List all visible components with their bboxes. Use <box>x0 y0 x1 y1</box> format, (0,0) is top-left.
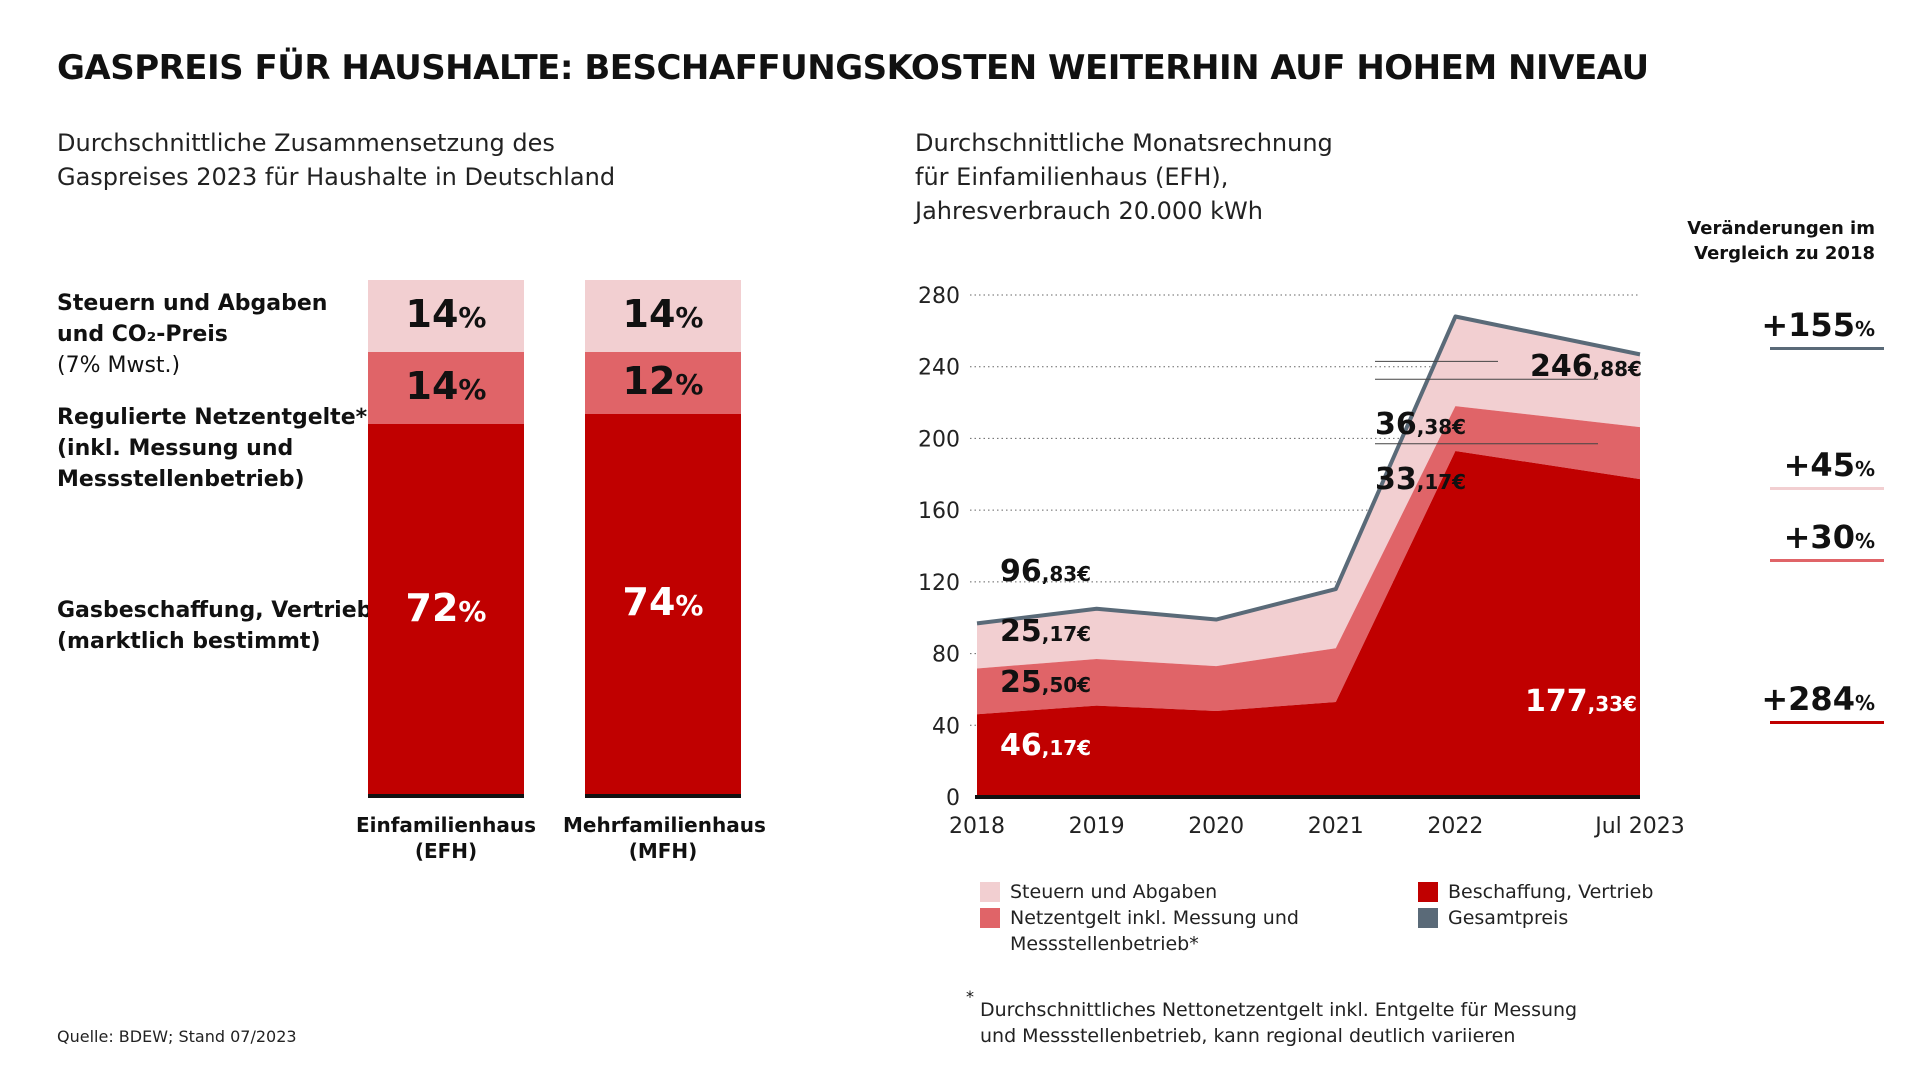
change-taxes: +45% <box>1783 446 1875 484</box>
x-axis-ticks: 2018 2019 2020 2021 2022 Jul 2023 <box>949 814 1685 839</box>
x-tick-label: 2018 <box>949 814 1005 839</box>
procure-label-line1: Gasbeschaffung, Vertrieb <box>57 598 373 623</box>
grid-label: Regulierte Netzentgelte* (inkl. Messung … <box>57 402 367 495</box>
change-grid: +30% <box>1783 518 1875 556</box>
value-annotation: 96,83€ <box>1000 554 1091 589</box>
stacked-bar-mfh: 14% 12% 74% <box>585 280 741 798</box>
y-tick-label: 120 <box>918 571 960 596</box>
legend-label-total: Gesamtpreis <box>1448 907 1569 929</box>
change-procure: +284% <box>1761 680 1875 718</box>
value-annotation: 25,50€ <box>1000 665 1091 700</box>
bar-label-efh-line2: (EFH) <box>414 839 478 863</box>
left-subtitle-line2: Gaspreises 2023 für Haushalte in Deutsch… <box>57 163 616 191</box>
legend-label-taxes: Steuern und Abgaben <box>1010 881 1218 903</box>
right-subtitle-line2: für Einfamilienhaus (EFH), <box>915 163 1229 191</box>
x-tick-label: 2020 <box>1188 814 1244 839</box>
left-subtitle: Durchschnittliche Zusammensetzung des Ga… <box>57 126 615 194</box>
legend-label-grid-line2: Messstellenbetrieb* <box>1010 933 1199 955</box>
area-procure <box>977 450 1640 797</box>
taxes-label-line2: und CO₂-Preis <box>57 322 228 347</box>
bar-pct-grid: 14% <box>405 364 487 409</box>
page-title: GASPREIS FÜR HAUSHALTE: BESCHAFFUNGSKOST… <box>57 48 1649 88</box>
bar-segment-grid: 14% <box>368 352 524 425</box>
changes-header-line2: Vergleich zu 2018 <box>1694 243 1875 264</box>
bar-baseline <box>368 794 524 798</box>
source-note: Quelle: BDEW; Stand 07/2023 <box>57 1027 297 1046</box>
bar-pct-procure: 72% <box>405 585 487 630</box>
bar-pct-taxes: 14% <box>405 292 487 337</box>
annotation-leaders <box>1375 360 1598 445</box>
footnote-star: * <box>966 987 974 1006</box>
grid-label-line2: (inkl. Messung und <box>57 436 294 461</box>
legend-swatch-taxes <box>980 882 1000 902</box>
right-subtitle-line1: Durchschnittliche Monatsrechnung <box>915 129 1333 157</box>
y-tick-label: 40 <box>932 714 960 739</box>
bar-segment-taxes: 14% <box>368 280 524 353</box>
procure-label-line2: (marktlich bestimmt) <box>57 629 321 654</box>
bar-segment-procure: 72% <box>368 424 524 795</box>
bar-label-mfh-line2: (MFH) <box>628 839 698 863</box>
y-tick-label: 80 <box>932 643 960 668</box>
changes-header-line1: Veränderungen im <box>1687 218 1875 239</box>
bar-segment-grid: 12% <box>585 352 741 414</box>
area-chart: 0 40 80 120 160 200 240 280 2018 2019 2020 2021 202… <box>918 284 1685 839</box>
right-subtitle: Durchschnittliche Monatsrechnung für Ein… <box>915 126 1333 228</box>
legend-label-grid: Netzentgelt inkl. Messung und Messstelle… <box>1010 905 1299 957</box>
bar-pct-grid: 12% <box>622 358 704 403</box>
area-taxes <box>977 316 1640 669</box>
legend-swatch-grid <box>980 908 1000 928</box>
taxes-label: Steuern und Abgaben und CO₂-Preis (7% Mw… <box>57 288 327 381</box>
taxes-label-line1: Steuern und Abgaben <box>57 291 328 316</box>
footnote: Durchschnittliches Nettonetzentgelt inkl… <box>980 997 1577 1049</box>
bar-segment-procure: 74% <box>585 413 741 795</box>
change-procure-underline <box>1770 721 1884 724</box>
bar-label-efh-line1: Einfamilienhaus <box>355 813 537 837</box>
y-tick-label: 240 <box>918 356 960 381</box>
area-series <box>975 314 1641 799</box>
legend-swatch-procure <box>1418 882 1438 902</box>
value-annotation: 25,17€ <box>1000 614 1091 649</box>
value-annotation: 36,38€ <box>1375 407 1466 442</box>
bar-label-mfh: Mehrfamilienhaus (MFH) <box>563 812 766 864</box>
changes-header: Veränderungen im Vergleich zu 2018 <box>1687 216 1875 266</box>
bar-segment-taxes: 14% <box>585 280 741 353</box>
y-tick-label: 200 <box>918 427 960 452</box>
footnote-line2: und Messstellenbetrieb, kann regional de… <box>980 1025 1516 1047</box>
bar-pct-taxes: 14% <box>622 292 704 337</box>
x-tick-label: 2021 <box>1308 814 1364 839</box>
bar-baseline <box>585 794 741 798</box>
change-grid-underline <box>1770 559 1884 562</box>
y-axis-ticks: 0 40 80 120 160 200 240 280 <box>918 284 960 811</box>
grid-label-line1: Regulierte Netzentgelte* <box>57 405 368 430</box>
x-tick-label: 2022 <box>1427 814 1483 839</box>
value-annotation: 246,88€ <box>1530 349 1642 384</box>
value-annotation: 46,17€ <box>1000 728 1091 763</box>
legend-label-grid-line1: Netzentgelt inkl. Messung und <box>1010 907 1299 929</box>
x-tick-label: Jul 2023 <box>1593 814 1685 839</box>
value-annotation: 33,17€ <box>1375 462 1466 497</box>
bar-label-mfh-line1: Mehrfamilienhaus <box>563 813 766 837</box>
procure-label: Gasbeschaffung, Vertrieb (marktlich best… <box>57 595 372 657</box>
change-total-underline <box>1770 347 1884 350</box>
line-total <box>976 314 1641 626</box>
x-tick-label: 2019 <box>1069 814 1125 839</box>
y-tick-label: 160 <box>918 499 960 524</box>
grid-label-line3: Messstellenbetrieb) <box>57 467 305 492</box>
change-taxes-underline <box>1770 487 1884 490</box>
right-subtitle-line3: Jahresverbrauch 20.000 kWh <box>915 197 1263 225</box>
legend-swatch-total <box>1418 908 1438 928</box>
y-tick-label: 280 <box>918 284 960 309</box>
change-total: +155% <box>1761 306 1875 344</box>
value-annotations: 96,83€ 25,17€ 25,50€ 46,17€ 246,88€ 36,38€ 33,… <box>1000 349 1642 763</box>
y-tick-label: 0 <box>946 786 960 811</box>
stacked-bar-efh: 14% 14% 72% <box>368 280 524 798</box>
legend-label-procure: Beschaffung, Vertrieb <box>1448 881 1654 903</box>
left-subtitle-line1: Durchschnittliche Zusammensetzung des <box>57 129 555 157</box>
area-grid <box>977 406 1640 715</box>
taxes-label-line3: (7% Mwst.) <box>57 353 181 378</box>
bar-pct-procure: 74% <box>622 580 704 625</box>
value-annotation: 177,33€ <box>1525 684 1637 719</box>
bar-label-efh: Einfamilienhaus (EFH) <box>346 812 546 864</box>
footnote-line1: Durchschnittliches Nettonetzentgelt inkl… <box>980 999 1578 1021</box>
